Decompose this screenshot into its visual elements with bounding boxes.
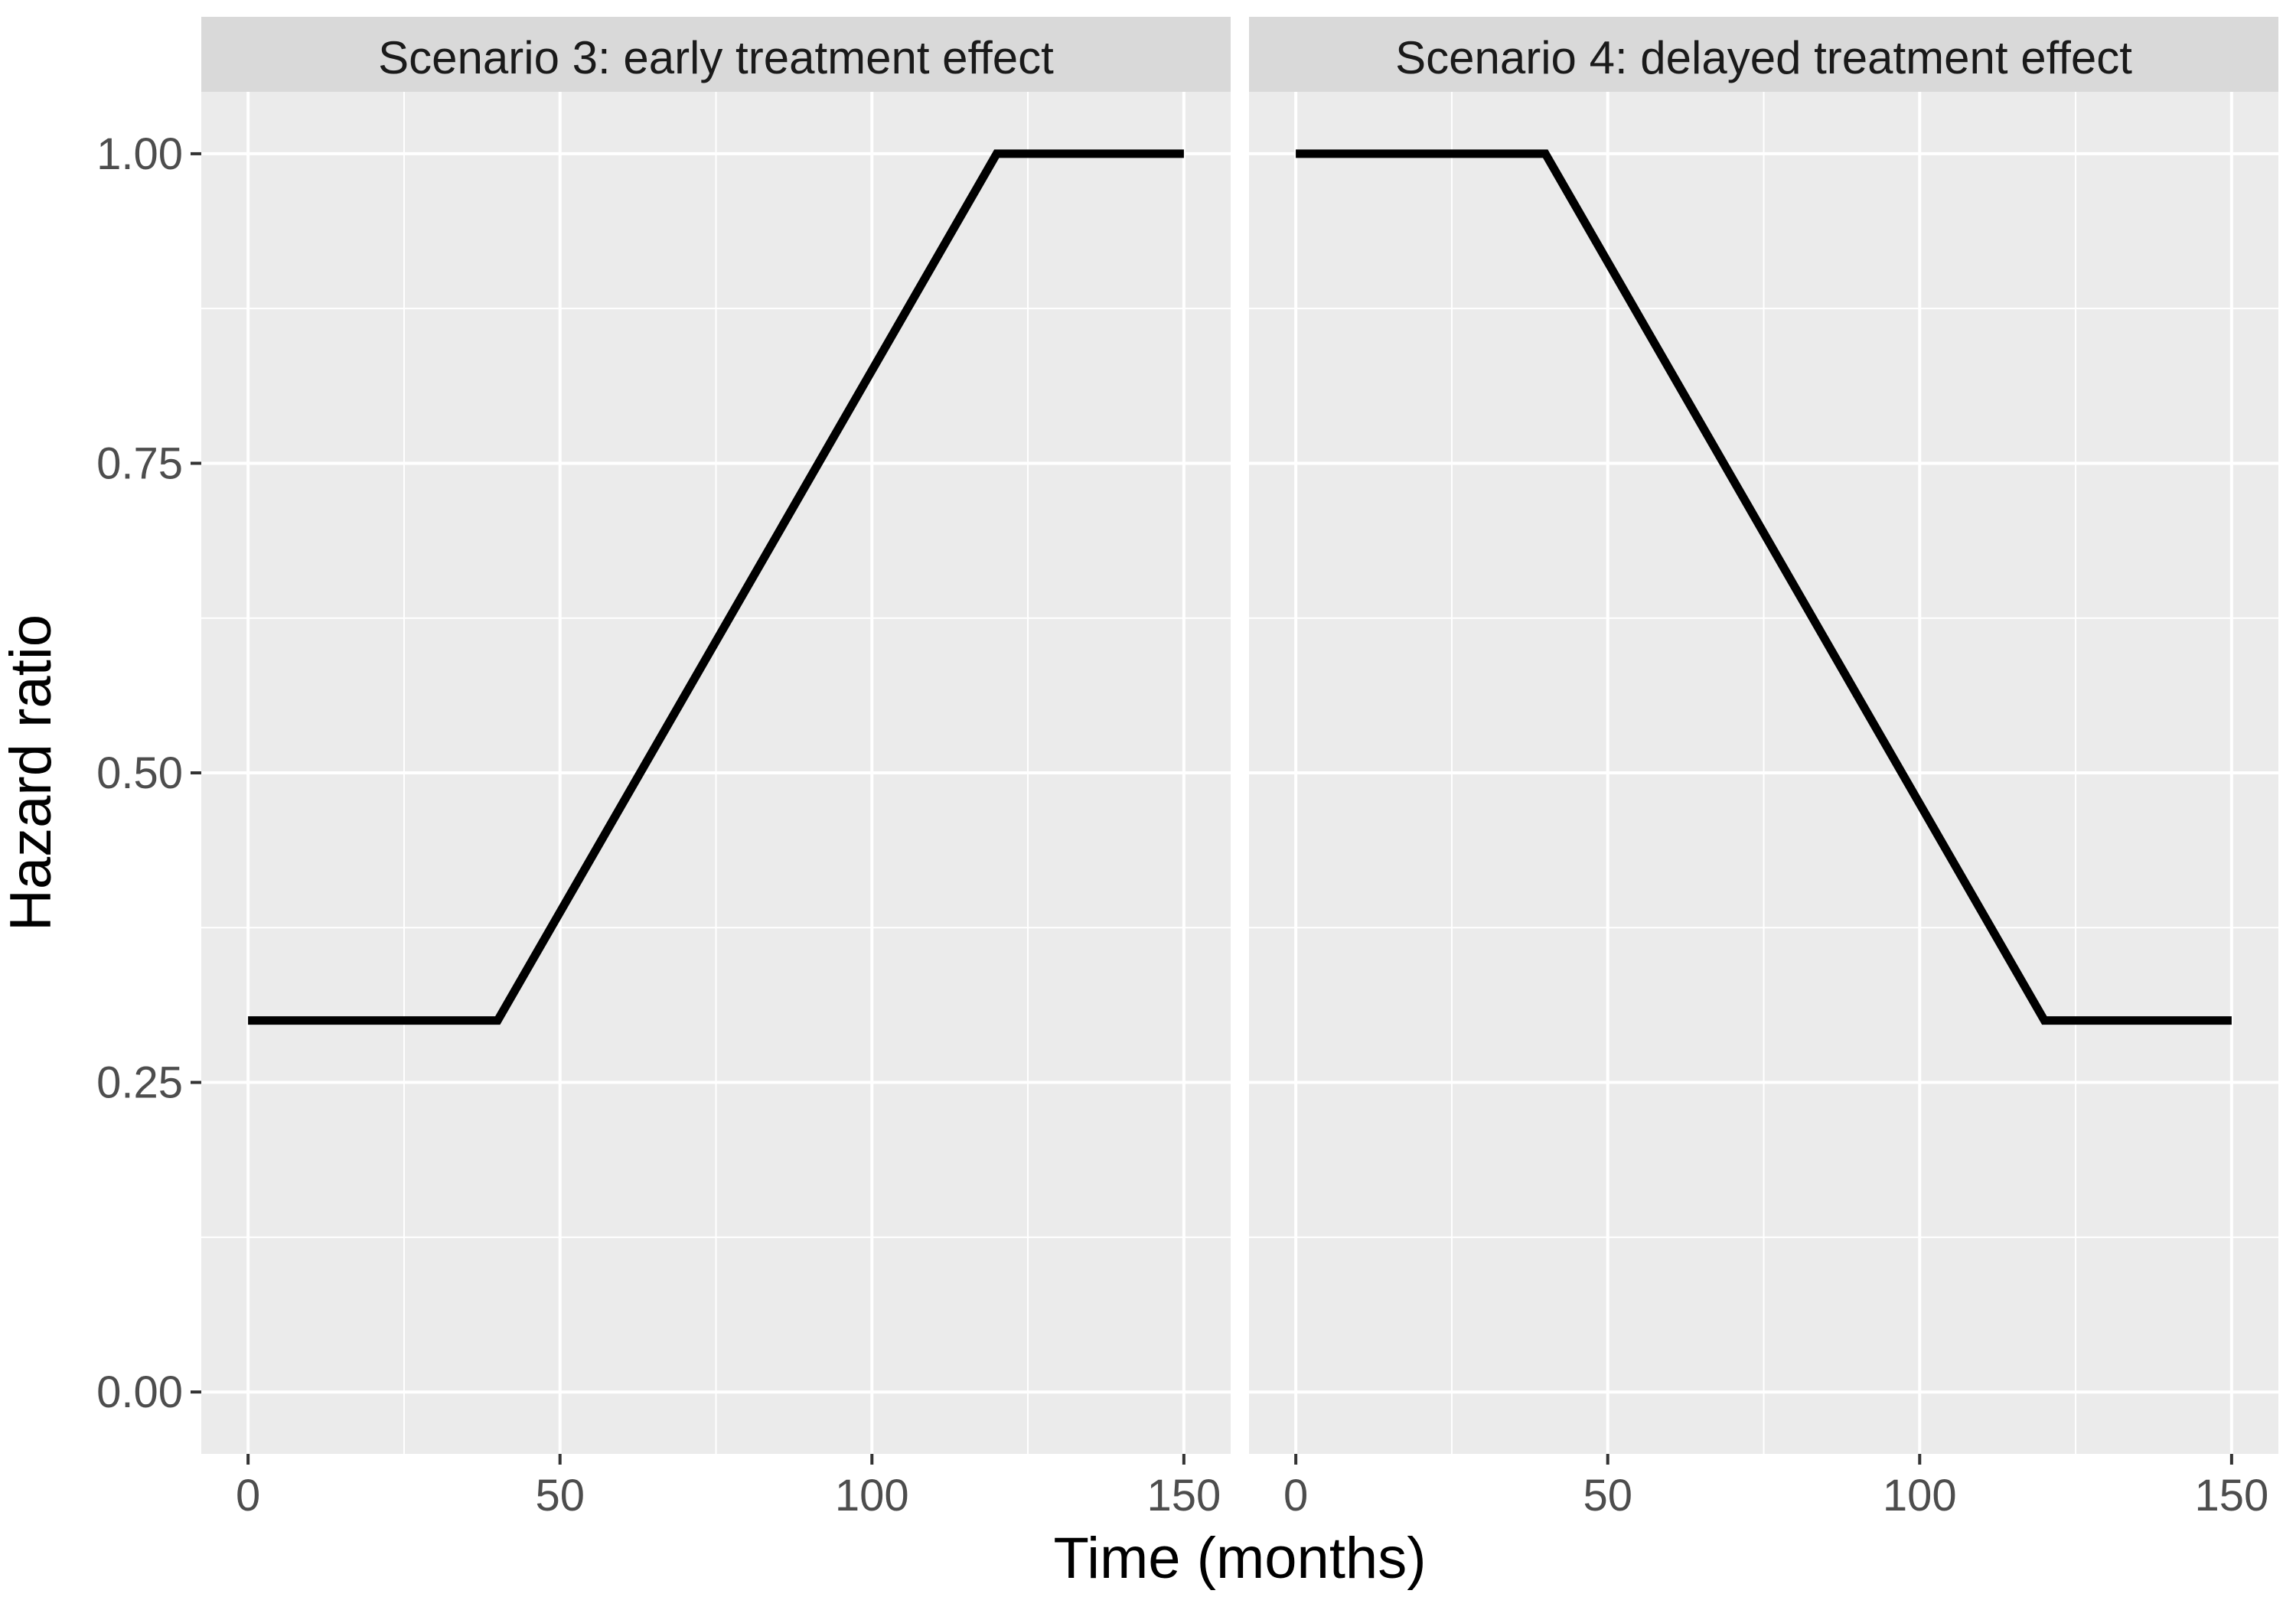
panel-1-x-tick-label-1: 50	[535, 1471, 585, 1520]
panel-1-strip	[201, 17, 1231, 92]
panel-2-x-tick-label-3: 150	[2194, 1471, 2268, 1520]
panel-1-x-tick-label-2: 100	[835, 1471, 909, 1520]
panel-1-strip-label: Scenario 3: early treatment effect	[378, 32, 1054, 83]
panel-2-strip	[1249, 17, 2278, 92]
panel-2-x-tick-label-2: 100	[1883, 1471, 1957, 1520]
panel-2-x-tick-label-0: 0	[1283, 1471, 1308, 1520]
panel-1-x-tick-label-3: 150	[1146, 1471, 1221, 1520]
y-tick-label-3: 0.75	[96, 438, 183, 488]
panel-2-x-tick-label-1: 50	[1583, 1471, 1632, 1520]
y-tick-label-1: 0.25	[96, 1058, 183, 1108]
panel-2-strip-label: Scenario 4: delayed treatment effect	[1395, 32, 2132, 83]
y-axis-title: Hazard ratio	[0, 614, 64, 931]
x-axis-title: Time (months)	[1053, 1526, 1426, 1591]
y-tick-label-2: 0.50	[96, 748, 183, 798]
y-tick-label-4: 1.00	[96, 129, 183, 179]
panel-1-x-tick-label-0: 0	[236, 1471, 260, 1520]
panel-1-hazard-ratio-line	[248, 149, 1184, 1025]
panel-2-hazard-ratio-line	[1296, 149, 2232, 1025]
y-tick-label-0: 0.00	[96, 1367, 183, 1417]
